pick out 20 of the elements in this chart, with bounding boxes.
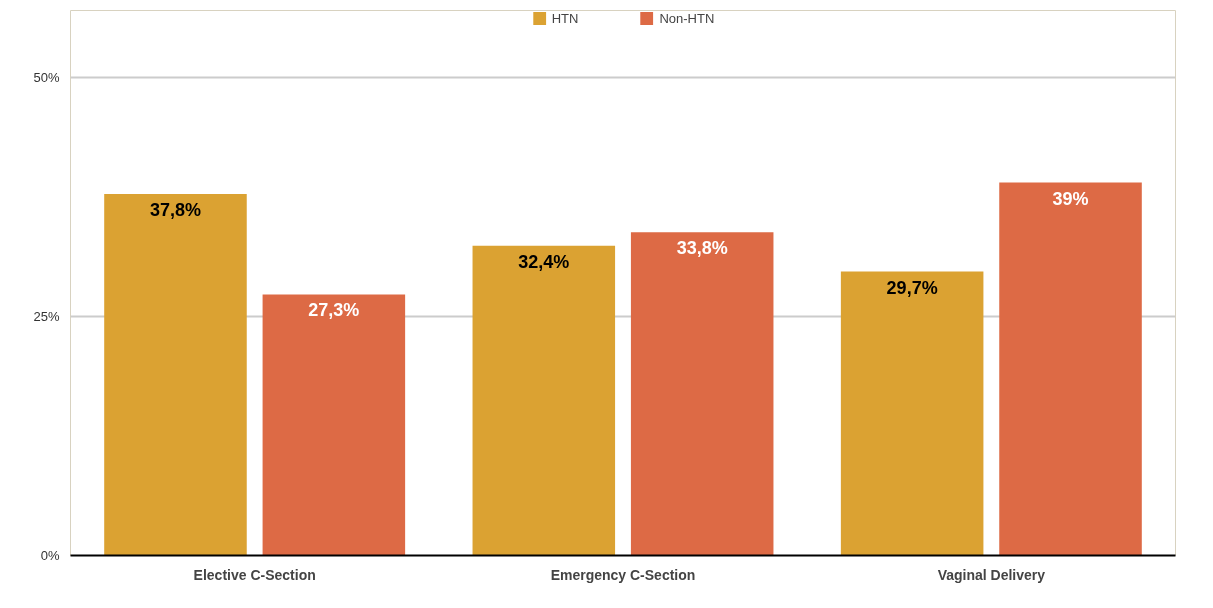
bar xyxy=(840,271,984,556)
x-tick-label: Vaginal Delivery xyxy=(937,566,1046,583)
y-tick-label: 25% xyxy=(33,308,60,324)
data-label: 33,8% xyxy=(676,238,728,259)
bar xyxy=(262,294,406,556)
legend-label: HTN xyxy=(551,10,579,26)
data-label: 32,4% xyxy=(518,251,570,272)
bar xyxy=(104,194,247,556)
legend-label: Non-HTN xyxy=(659,10,715,26)
x-tick-label: Elective C-Section xyxy=(193,566,316,583)
y-tick-label: 0% xyxy=(40,548,60,563)
data-label: 37,8% xyxy=(149,200,201,221)
data-label: 39% xyxy=(1052,188,1089,209)
bar xyxy=(999,182,1142,556)
x-tick-label: Emergency C-Section xyxy=(550,566,696,583)
y-tick-label: 50% xyxy=(33,69,60,85)
bar xyxy=(630,232,774,556)
data-label: 27,3% xyxy=(308,300,360,321)
bar xyxy=(472,245,616,556)
data-label: 29,7% xyxy=(886,277,938,298)
